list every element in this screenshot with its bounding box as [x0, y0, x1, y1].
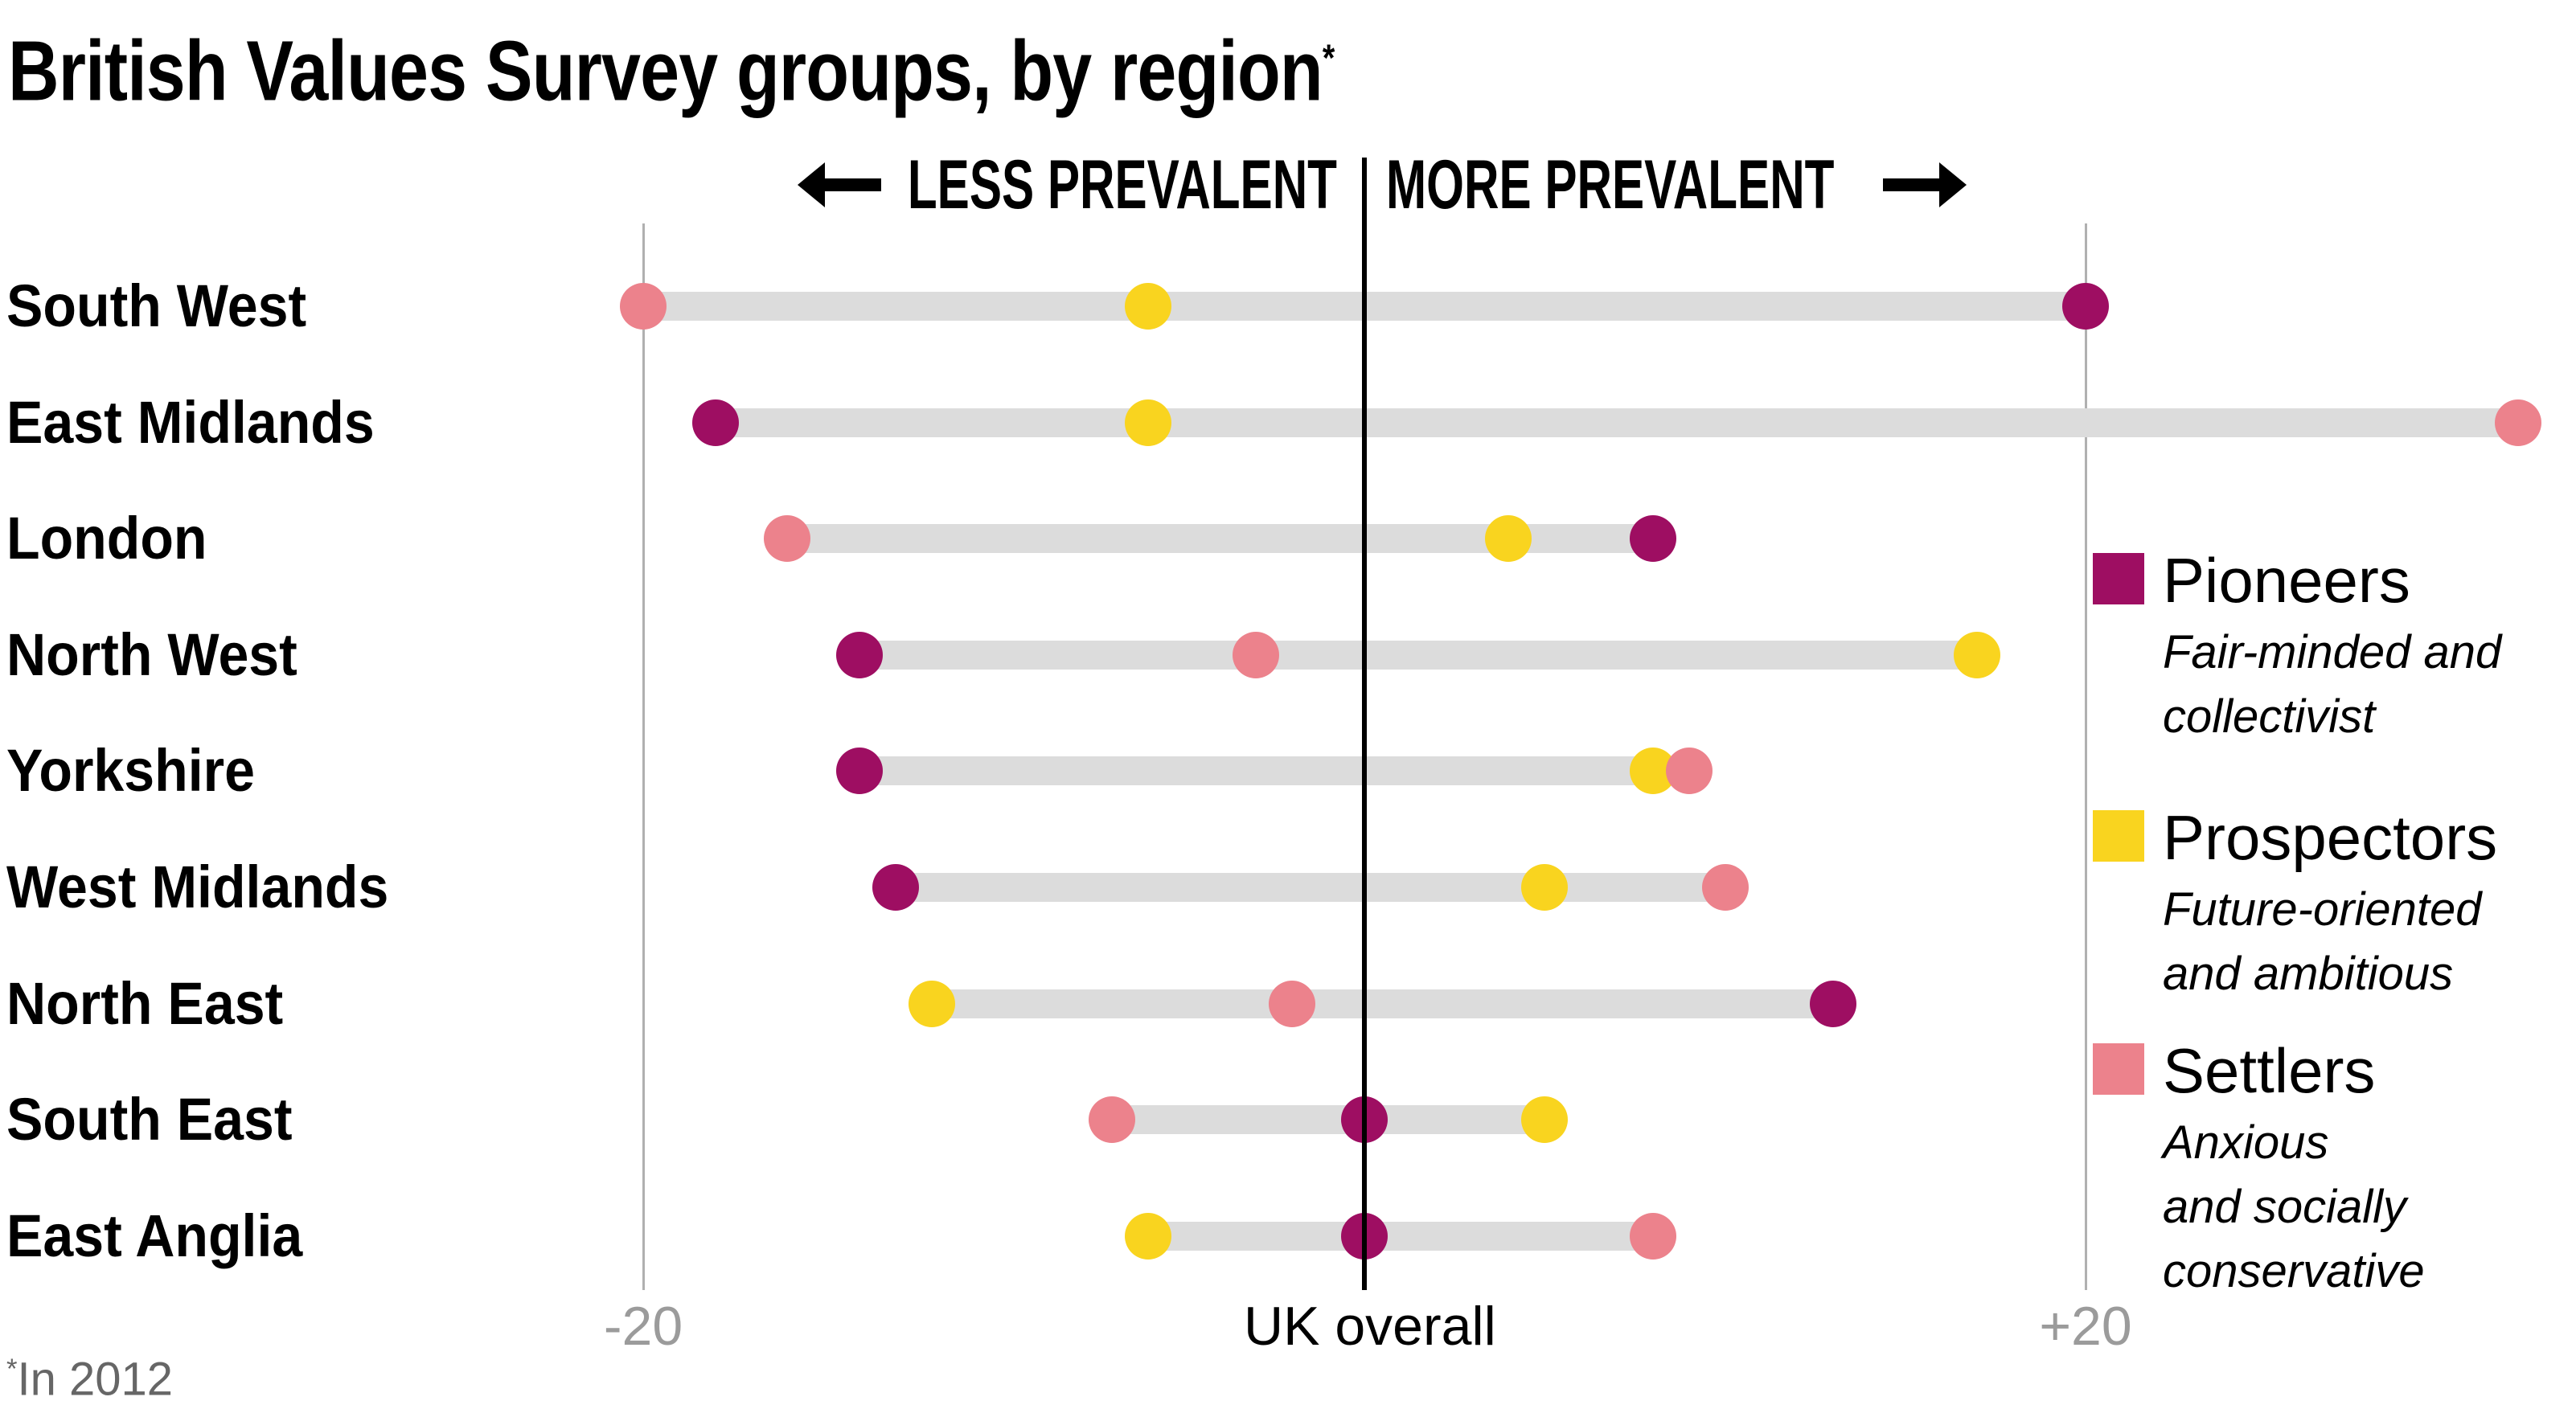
- legend-description-line: Fair-minded and: [2163, 626, 2502, 678]
- dot-prospectors: [908, 980, 955, 1027]
- legend-name-settlers: Settlers: [2163, 1035, 2376, 1106]
- dot-prospectors: [1124, 399, 1171, 446]
- less-prevalent-label: LESS PREVALENT: [907, 146, 1337, 223]
- legend-description-line: and ambitious: [2163, 948, 2454, 1000]
- region-label: North West: [6, 621, 297, 688]
- axis-label-plus-20: +20: [2039, 1296, 2132, 1357]
- uk-overall-baseline: [1362, 158, 1367, 1290]
- legend-description-prospectors: Future-oriented and ambitious: [2163, 878, 2575, 1006]
- footnote-marker: *: [1322, 37, 1335, 80]
- axis-label-minus-20: -20: [603, 1296, 683, 1357]
- legend-row: Prospectors: [2093, 797, 2575, 878]
- legend-description-settlers: Anxious and socially conservative: [2163, 1111, 2575, 1304]
- legend-description-line: Anxious: [2163, 1116, 2329, 1169]
- dot-settlers: [2495, 399, 2542, 446]
- region-label: South East: [6, 1086, 293, 1153]
- dot-settlers: [1701, 864, 1749, 911]
- chart-title: British Values Survey groups, by region*: [8, 11, 1335, 119]
- legend-description-line: collectivist: [2163, 690, 2376, 743]
- prospectors-swatch-icon: [2093, 810, 2144, 862]
- legend-description-line: conservative: [2163, 1245, 2425, 1297]
- region-label: East Midlands: [6, 388, 375, 456]
- pioneers-swatch-icon: [2093, 553, 2144, 604]
- right-arrow-head: [1939, 162, 1967, 207]
- gridline-plus-20: [2084, 223, 2087, 1290]
- left-arrow-stem: [823, 178, 881, 191]
- dot-prospectors: [1124, 1212, 1171, 1260]
- region-label: East Anglia: [6, 1202, 303, 1269]
- chart-footnote: *In 2012: [6, 1341, 173, 1405]
- dot-prospectors: [1485, 515, 1532, 563]
- legend-name-pioneers: Pioneers: [2163, 545, 2410, 616]
- left-arrow-head: [798, 162, 825, 207]
- dot-pioneers: [1810, 980, 1857, 1027]
- legend-row: Pioneers: [2093, 540, 2575, 621]
- dot-settlers: [1233, 631, 1280, 678]
- right-arrow-stem: [1883, 178, 1941, 191]
- range-bar: [859, 756, 1689, 786]
- dot-prospectors: [1954, 631, 2001, 678]
- legend-name-prospectors: Prospectors: [2163, 802, 2498, 873]
- range-bar: [715, 408, 2519, 437]
- region-label: North East: [6, 969, 284, 1037]
- dot-pioneers: [1629, 515, 1676, 563]
- dot-pioneers: [691, 399, 739, 446]
- dot-settlers: [1089, 1096, 1136, 1144]
- legend-description-line: Future-oriented: [2163, 883, 2482, 936]
- dot-pioneers: [872, 864, 919, 911]
- range-bar: [895, 873, 1725, 902]
- legend-item-settlers: Settlers Anxious and socially conservati…: [2093, 1030, 2575, 1304]
- dot-settlers: [1629, 1212, 1676, 1260]
- chart-title-text: British Values Survey groups, by region: [8, 23, 1323, 119]
- dot-pioneers: [836, 748, 884, 795]
- region-label: Yorkshire: [6, 737, 256, 805]
- legend-item-prospectors: Prospectors Future-oriented and ambitiou…: [2093, 797, 2575, 1006]
- region-label: South West: [6, 272, 307, 339]
- dot-prospectors: [1521, 1096, 1569, 1144]
- range-bar: [931, 989, 1834, 1018]
- gridline-minus-20: [642, 223, 645, 1290]
- region-label: London: [6, 505, 207, 572]
- dot-settlers: [764, 515, 811, 563]
- dot-pioneers: [2062, 283, 2109, 330]
- range-bar: [1112, 1105, 1545, 1135]
- dot-settlers: [1269, 980, 1316, 1027]
- right-arrow-icon: [1883, 162, 1967, 207]
- left-arrow-icon: [798, 162, 881, 207]
- footnote-marker: *: [6, 1354, 18, 1385]
- legend-description-pioneers: Fair-minded and collectivist: [2163, 621, 2575, 749]
- legend-row: Settlers: [2093, 1030, 2575, 1111]
- dot-prospectors: [1124, 283, 1171, 330]
- dot-pioneers: [836, 631, 884, 678]
- footnote-text: In 2012: [17, 1353, 174, 1405]
- dot-settlers: [620, 283, 667, 330]
- axis-label-uk-overall: UK overall: [1244, 1296, 1496, 1357]
- region-label: West Midlands: [6, 854, 389, 920]
- settlers-swatch-icon: [2093, 1043, 2144, 1095]
- legend-description-line: and socially: [2163, 1181, 2407, 1233]
- legend-item-pioneers: Pioneers Fair-minded and collectivist: [2093, 540, 2575, 749]
- dot-settlers: [1665, 748, 1713, 795]
- range-bar: [1147, 1221, 1653, 1251]
- dot-prospectors: [1521, 864, 1569, 911]
- more-prevalent-label: MORE PREVALENT: [1386, 146, 1835, 223]
- range-bar: [859, 640, 1978, 670]
